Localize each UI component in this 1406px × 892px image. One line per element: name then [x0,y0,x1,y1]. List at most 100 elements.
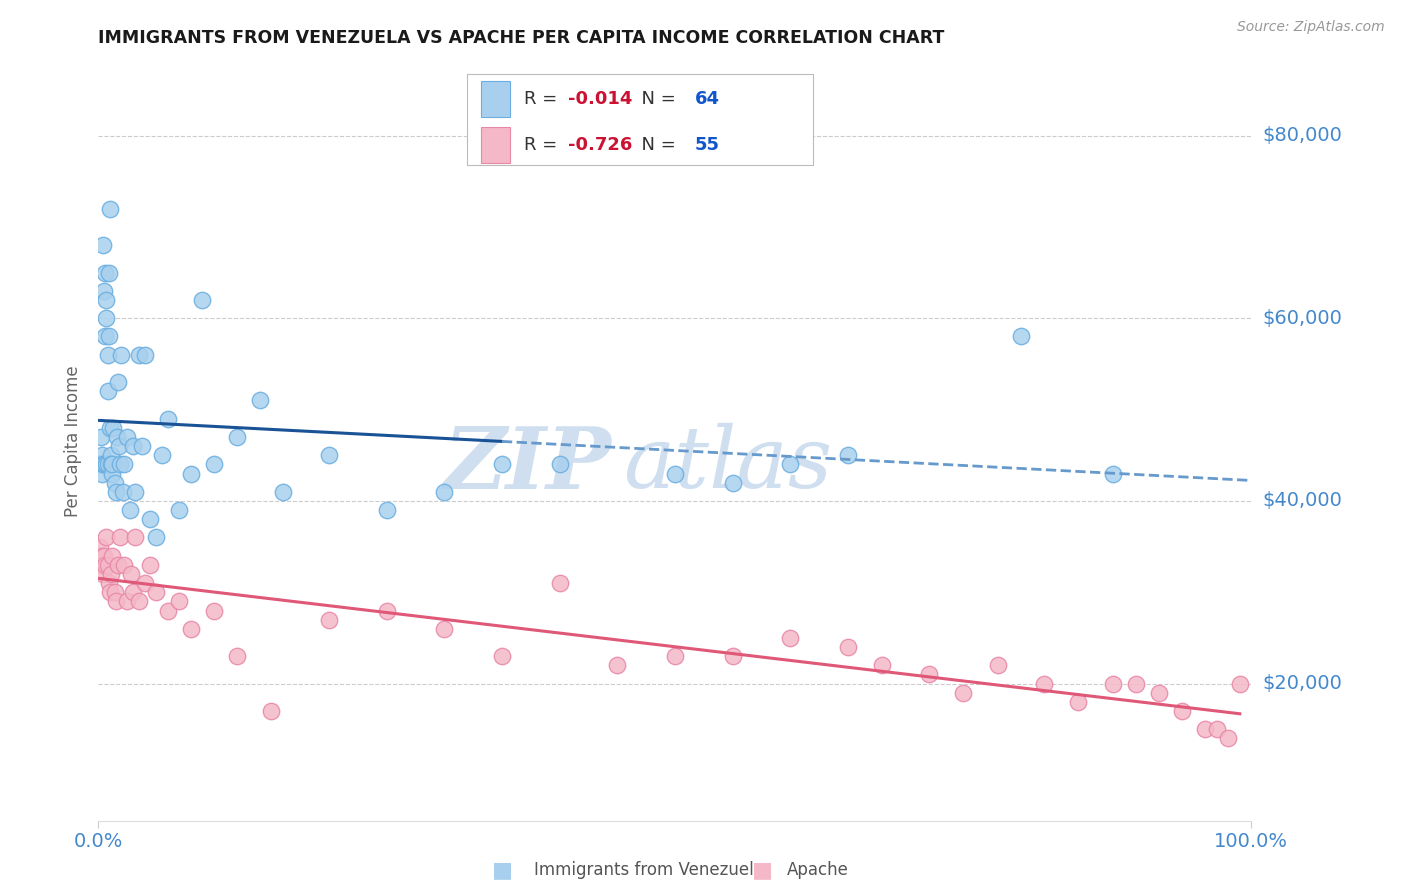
Point [145,585,167,599]
Point [1102,676,1125,690]
Point [134,348,156,362]
Point [1205,723,1227,737]
Text: $20,000: $20,000 [1263,674,1343,693]
Point [664,649,686,664]
Point [721,475,744,490]
Point [96,531,118,545]
Point [548,576,571,591]
Text: -0.726: -0.726 [568,136,633,153]
Point [112,558,135,572]
Point [105,430,128,444]
Point [131,439,153,453]
Point [103,421,125,435]
FancyBboxPatch shape [467,74,813,165]
Point [1010,329,1032,343]
Point [1032,676,1054,690]
Point [98,421,121,435]
Point [837,640,859,654]
Point [225,649,247,664]
Text: N =: N = [630,90,682,108]
Point [872,658,894,673]
Point [101,458,124,472]
Text: R =: R = [524,136,562,153]
Point [191,293,214,307]
Point [779,631,801,645]
Point [118,503,141,517]
Point [139,512,162,526]
Point [97,384,120,399]
Point [104,484,127,499]
Y-axis label: Per Capita Income: Per Capita Income [65,366,83,517]
Point [94,558,117,572]
FancyBboxPatch shape [481,127,510,163]
Point [491,649,513,664]
Text: R =: R = [524,90,562,108]
Point [1147,686,1170,700]
Point [433,484,456,499]
Point [94,266,117,280]
Point [117,430,139,444]
Text: atlas: atlas [623,423,832,506]
Point [917,667,939,681]
Point [139,558,162,572]
Point [128,348,150,362]
Text: $80,000: $80,000 [1263,126,1343,145]
Point [375,603,398,617]
Point [548,458,571,472]
Point [271,484,294,499]
Point [93,458,115,472]
Point [167,594,190,608]
Point [101,549,124,563]
Point [112,458,135,472]
Point [180,467,202,481]
Text: Source: ZipAtlas.com: Source: ZipAtlas.com [1237,20,1385,34]
Point [120,566,142,581]
Point [100,458,122,472]
Point [97,348,120,362]
Point [180,622,202,636]
Point [97,329,120,343]
Point [110,348,132,362]
Point [225,430,247,444]
Point [156,603,179,617]
Point [318,448,340,462]
Point [167,503,190,517]
Point [98,585,121,599]
Point [107,375,129,389]
Point [90,458,112,472]
Text: ■: ■ [752,860,773,880]
Text: $60,000: $60,000 [1263,309,1343,327]
Point [97,458,120,472]
Point [124,531,146,545]
Text: 64: 64 [695,90,720,108]
Point [90,448,112,462]
FancyBboxPatch shape [481,81,510,118]
Point [1125,676,1147,690]
Point [145,531,167,545]
Point [122,585,145,599]
Point [1067,695,1090,709]
Point [90,467,112,481]
Point [90,549,112,563]
Point [98,202,121,216]
Point [1194,723,1216,737]
Point [91,238,114,252]
Text: Apache: Apache [787,861,849,879]
Point [111,484,134,499]
Point [150,448,173,462]
Point [96,293,118,307]
Point [89,458,111,472]
Point [134,576,156,591]
Point [94,329,117,343]
Point [122,439,145,453]
Point [103,585,125,599]
Point [1218,731,1240,746]
Point [90,430,112,444]
Point [91,566,114,581]
Point [96,458,118,472]
Point [90,558,112,572]
Point [104,594,127,608]
Point [89,540,111,554]
Point [1171,704,1194,718]
Point [91,458,114,472]
